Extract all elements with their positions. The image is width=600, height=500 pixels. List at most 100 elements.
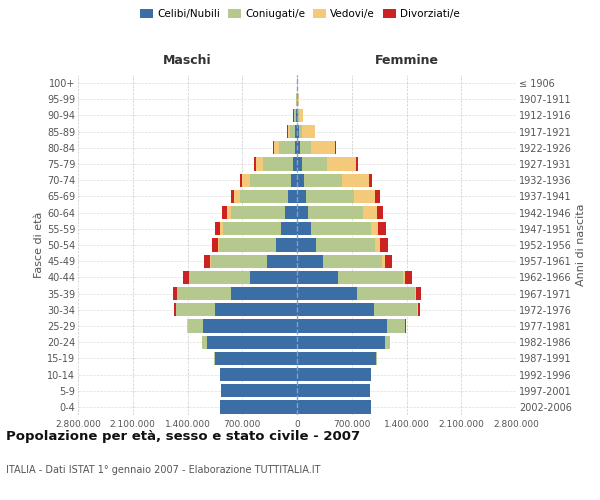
Bar (387, 320, 405, 332)
Bar (263, 158, 293, 170)
Bar (385, 254, 392, 268)
Bar (214, 352, 215, 365)
Bar (276, 238, 297, 252)
Bar (297, 238, 316, 252)
Bar (240, 190, 289, 203)
Bar (418, 303, 420, 316)
Bar (227, 206, 230, 220)
Bar (294, 109, 296, 122)
Bar (308, 206, 363, 220)
Bar (374, 303, 418, 316)
Bar (285, 206, 297, 220)
Bar (379, 222, 386, 235)
Bar (311, 141, 335, 154)
Bar (380, 238, 388, 252)
Bar (291, 174, 297, 187)
Bar (300, 141, 311, 154)
Bar (297, 125, 299, 138)
Bar (304, 174, 343, 187)
Bar (173, 287, 177, 300)
Bar (207, 336, 297, 349)
Bar (377, 206, 383, 220)
Bar (274, 141, 279, 154)
Bar (235, 190, 240, 203)
Bar (327, 158, 356, 170)
Bar (415, 287, 416, 300)
Y-axis label: Fasce di età: Fasce di età (34, 212, 44, 278)
Bar (281, 222, 297, 235)
Bar (298, 92, 299, 106)
Bar (230, 206, 285, 220)
Bar (299, 125, 302, 138)
Bar (279, 141, 295, 154)
Bar (297, 254, 323, 268)
Bar (357, 287, 415, 300)
Bar (254, 158, 256, 170)
Bar (363, 206, 377, 220)
Bar (203, 320, 297, 332)
Bar (416, 287, 421, 300)
Bar (297, 336, 385, 349)
Text: Popolazione per età, sesso e stato civile - 2007: Popolazione per età, sesso e stato civil… (6, 430, 360, 443)
Bar (223, 206, 227, 220)
Bar (297, 303, 374, 316)
Text: Femmine: Femmine (374, 54, 439, 67)
Bar (305, 190, 354, 203)
Bar (385, 336, 390, 349)
Bar (316, 238, 375, 252)
Bar (297, 368, 371, 381)
Bar (298, 109, 299, 122)
Bar (376, 352, 377, 365)
Bar (299, 109, 303, 122)
Legend: Celibi/Nubili, Coniugati/e, Vedovi/e, Divorziati/e: Celibi/Nubili, Coniugati/e, Vedovi/e, Di… (136, 5, 464, 24)
Bar (230, 287, 297, 300)
Bar (223, 222, 281, 235)
Bar (375, 190, 380, 203)
Text: Maschi: Maschi (163, 54, 212, 67)
Bar (297, 287, 357, 300)
Bar (215, 303, 297, 316)
Bar (290, 125, 295, 138)
Bar (293, 158, 297, 170)
Bar (297, 270, 338, 284)
Bar (297, 141, 300, 154)
Bar (403, 270, 405, 284)
Bar (287, 125, 290, 138)
Bar (354, 190, 375, 203)
Bar (311, 222, 371, 235)
Bar (250, 270, 297, 284)
Bar (335, 141, 336, 154)
Bar (242, 174, 250, 187)
Bar (323, 254, 382, 268)
Bar (297, 190, 305, 203)
Bar (296, 109, 297, 122)
Bar (267, 254, 297, 268)
Bar (211, 254, 267, 268)
Bar (273, 141, 274, 154)
Bar (218, 238, 219, 252)
Bar (297, 222, 311, 235)
Bar (338, 270, 403, 284)
Bar (205, 254, 211, 268)
Y-axis label: Anni di nascita: Anni di nascita (576, 204, 586, 286)
Bar (297, 206, 308, 220)
Bar (219, 238, 276, 252)
Bar (220, 400, 297, 413)
Bar (297, 384, 370, 398)
Bar (297, 174, 304, 187)
Bar (356, 158, 358, 170)
Bar (215, 352, 297, 365)
Bar (183, 270, 188, 284)
Bar (375, 238, 380, 252)
Bar (295, 141, 297, 154)
Bar (297, 158, 302, 170)
Bar (232, 190, 235, 203)
Bar (302, 125, 315, 138)
Bar (212, 238, 218, 252)
Bar (297, 352, 376, 365)
Bar (189, 270, 250, 284)
Bar (178, 287, 230, 300)
Bar (240, 174, 242, 187)
Bar (250, 174, 291, 187)
Bar (371, 222, 379, 235)
